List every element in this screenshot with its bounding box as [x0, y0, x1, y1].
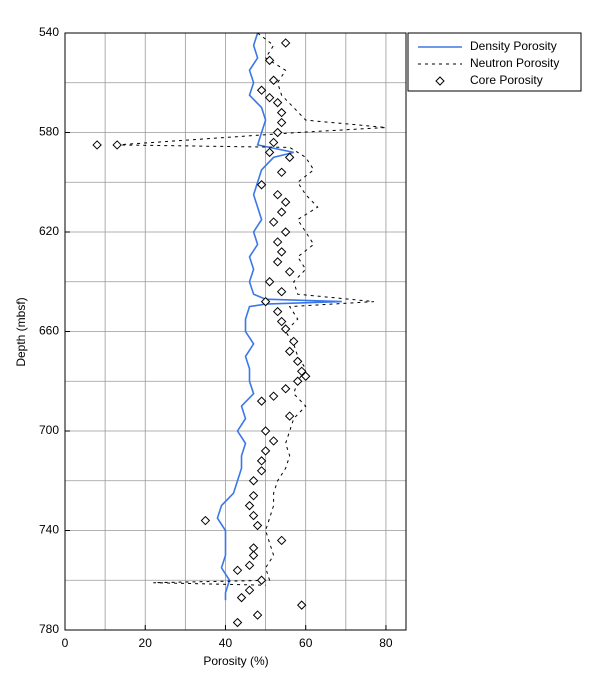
y-tick-label: 660 — [39, 324, 59, 338]
core-point — [252, 520, 263, 531]
core-point — [292, 376, 303, 386]
core-point — [252, 610, 263, 620]
core-point — [272, 306, 283, 317]
core-point — [296, 366, 307, 377]
plot-frame — [64, 32, 407, 631]
core-point — [92, 140, 102, 150]
x-tick-label: 20 — [139, 636, 153, 650]
core-point — [284, 152, 295, 163]
core-point — [256, 85, 267, 95]
core-point — [232, 617, 243, 628]
core-point — [112, 140, 122, 150]
series-line — [216, 32, 342, 601]
x-tick-label: 40 — [219, 636, 233, 650]
core-point — [264, 147, 275, 158]
core-point — [244, 585, 255, 595]
core-point — [276, 535, 287, 546]
y-tick-label: 780 — [39, 622, 59, 636]
core-point — [256, 396, 267, 406]
legend-label: Neutron Porosity — [470, 56, 559, 70]
core-point — [284, 411, 295, 421]
core-point — [248, 476, 259, 486]
core-point — [268, 137, 279, 148]
core-point — [292, 356, 303, 367]
core-point — [276, 316, 287, 327]
core-point — [248, 490, 259, 501]
core-point — [276, 247, 287, 257]
core-point — [280, 197, 291, 207]
core-point — [284, 267, 295, 277]
core-point — [256, 180, 267, 190]
core-point — [276, 107, 287, 118]
x-tick-label: 80 — [379, 636, 393, 650]
core-point — [276, 167, 287, 178]
core-point — [272, 237, 283, 247]
core-point — [280, 384, 291, 394]
y-axis-title: Depth (mbsf) — [14, 297, 28, 366]
core-point — [272, 189, 283, 200]
series-line — [117, 32, 386, 586]
y-tick-label: 540 — [39, 25, 59, 39]
core-point — [236, 592, 247, 603]
core-point — [232, 565, 243, 576]
core-point — [260, 296, 271, 307]
core-point — [260, 446, 271, 456]
core-point — [264, 92, 275, 103]
core-point — [276, 207, 287, 217]
core-point — [284, 346, 295, 357]
core-point — [200, 515, 211, 526]
x-tick-label: 0 — [62, 636, 69, 650]
y-tick-label: 620 — [39, 224, 59, 238]
core-point — [272, 127, 283, 138]
core-point — [256, 575, 267, 585]
core-point — [280, 227, 291, 237]
y-tick-label: 740 — [39, 523, 59, 537]
core-point — [248, 550, 259, 561]
core-point — [256, 456, 267, 466]
core-point — [268, 217, 279, 227]
legend-label: Core Porosity — [470, 73, 543, 87]
core-point — [268, 436, 279, 446]
x-axis-title: Porosity (%) — [203, 654, 268, 668]
legend-marker — [435, 76, 445, 86]
core-point — [264, 55, 275, 66]
core-point — [268, 391, 279, 401]
y-tick-label: 700 — [39, 423, 59, 437]
legend-label: Density Porosity — [470, 39, 557, 53]
core-point — [272, 257, 283, 267]
core-point — [280, 38, 291, 48]
core-point — [248, 510, 259, 521]
core-point — [260, 426, 271, 436]
core-point — [300, 371, 311, 381]
core-point — [288, 336, 299, 347]
x-tick-label: 60 — [299, 636, 313, 650]
core-point — [272, 97, 283, 108]
core-point — [256, 466, 267, 476]
core-point — [264, 277, 275, 287]
core-point — [244, 500, 255, 511]
core-point — [244, 560, 255, 571]
core-point — [276, 117, 287, 128]
core-point — [268, 75, 279, 85]
core-point — [280, 324, 291, 334]
core-point — [276, 286, 287, 297]
core-point — [296, 600, 307, 610]
y-tick-label: 580 — [39, 125, 59, 139]
